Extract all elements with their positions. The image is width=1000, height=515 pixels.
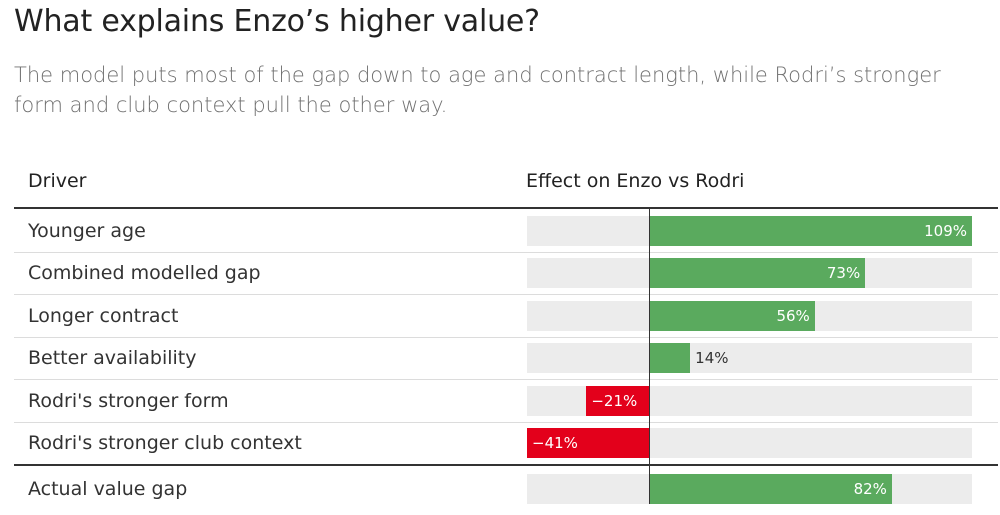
row-label-younger-age: Younger age [28, 220, 146, 242]
row-separator [14, 294, 998, 295]
value-label-longer-contract: 56% [776, 307, 810, 325]
row-separator [14, 252, 998, 253]
chart-subtitle: The model puts most of the gap down to a… [14, 63, 941, 117]
column-header-driver: Driver [28, 170, 87, 192]
bar-longer-contract [648, 301, 815, 331]
table-top-rule [14, 207, 998, 209]
value-label-actual-value-gap: 82% [853, 480, 887, 498]
value-label-younger-age: 109% [924, 222, 967, 240]
column-header-effect: Effect on Enzo vs Rodri [526, 170, 745, 192]
row-label-longer-contract: Longer contract [28, 305, 179, 327]
value-label-rodri-s-stronger-club-context: −41% [532, 434, 578, 452]
row-label-better-availability: Better availability [28, 347, 197, 369]
value-label-combined-modelled-gap: 73% [826, 264, 861, 282]
value-label-better-availability: 14% [695, 349, 729, 367]
row-separator [14, 379, 998, 380]
row-label-rodri-s-stronger-form: Rodri's stronger form [28, 390, 229, 412]
bar-track-better-availability [527, 343, 972, 373]
chart-title: What explains Enzo’s higher value? [14, 4, 540, 39]
row-label-actual-value-gap: Actual value gap [28, 478, 188, 500]
zero-baseline [648, 209, 650, 504]
bar-better-availability [648, 343, 691, 373]
bar-rodri-s-stronger-form [586, 386, 649, 416]
row-label-combined-modelled-gap: Combined modelled gap [28, 262, 261, 284]
row-label-rodri-s-stronger-club-context: Rodri's stronger club context [28, 432, 302, 454]
bar-actual-value-gap [648, 474, 892, 504]
bar-rodri-s-stronger-club-context [527, 428, 649, 458]
bar-combined-modelled-gap [648, 258, 866, 288]
row-separator [14, 337, 998, 338]
row-separator [14, 422, 998, 423]
bar-younger-age [648, 216, 972, 246]
total-separator-rule [14, 464, 998, 466]
value-label-rodri-s-stronger-form: −21% [591, 392, 638, 410]
